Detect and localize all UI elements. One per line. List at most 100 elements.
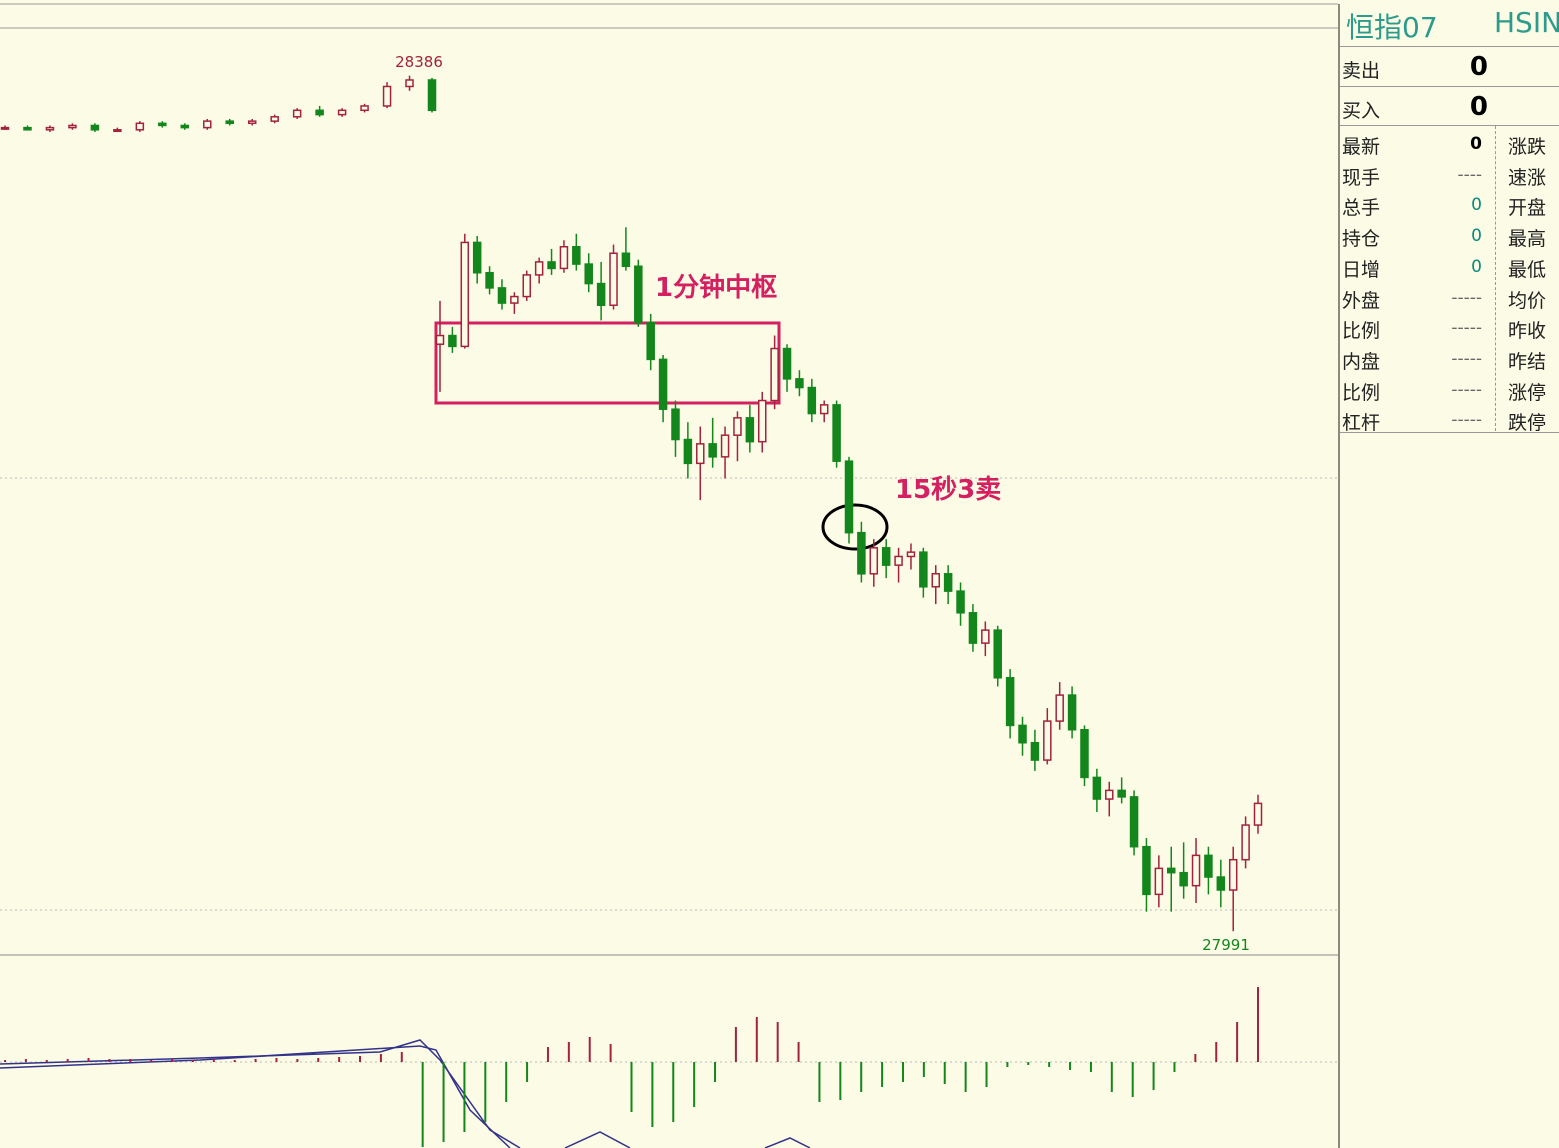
candle-body [1018,724,1027,744]
separator [1340,432,1559,433]
row-label: 比例 [1342,381,1381,404]
candle-body [510,295,519,304]
candle-body [782,347,792,380]
candle-body [733,417,742,436]
candle-body [203,120,212,129]
buy-label: 买入 [1342,100,1381,122]
row-label-right: 最低 [1508,258,1547,281]
low-label: 27991 [1202,936,1250,954]
candle-body [894,555,903,566]
candle-body [869,547,879,575]
candle-body [1005,677,1015,727]
row-value: ----- [1451,348,1482,369]
candle-body [435,334,445,345]
candle-body [844,460,854,534]
candle-body [819,404,829,415]
candle-body [931,573,941,588]
candle-body [596,282,606,306]
row-label-right: 速涨 [1508,166,1547,189]
candle-body [1055,694,1064,722]
row-value: 0 [1471,256,1482,277]
candle-body [943,573,953,592]
candle-body [497,287,507,304]
row-label: 现手 [1342,166,1381,189]
row-label: 日增 [1342,258,1381,281]
candle-body [225,120,234,125]
row-label-right: 涨跌 [1508,136,1547,158]
candle-body [68,124,77,129]
candle-body [857,531,866,575]
sell-circle [821,503,889,551]
row-value: ----- [1451,287,1482,308]
separator [1340,86,1559,87]
pivot-box [434,321,781,405]
row-label-right: 昨结 [1508,350,1547,373]
row-label: 最新 [1342,136,1381,158]
candle-body [485,271,494,289]
row-value: 0 [1470,134,1482,154]
candle-body [1216,876,1226,891]
candle-body [1204,854,1213,878]
candle-body [683,438,693,465]
candle-body [135,122,145,131]
sell-value: 0 [1469,52,1488,82]
candle-body [90,124,100,131]
candle-body [968,612,978,644]
candle-body [382,85,392,107]
candle-body [0,126,10,130]
row-label-right: 最高 [1508,228,1547,251]
quote-title: 恒指07 [1346,11,1438,44]
candle-body [180,124,190,129]
buy-value: 0 [1469,92,1488,122]
row-value: ----- [1451,410,1482,431]
candle-body [1241,824,1250,861]
candle-body [621,252,631,267]
candle-body [1030,741,1040,761]
candle-body [1117,789,1126,798]
row-label: 外盘 [1342,289,1381,312]
candle-body [1142,845,1151,896]
candle-body [770,347,779,402]
candle-body [720,434,730,458]
candle-body [1129,796,1139,848]
candle-body [337,109,347,116]
candle-body [405,79,414,88]
candle-body [360,105,369,112]
candle-body [522,274,532,298]
candle-body [956,590,965,614]
row-value: ----- [1451,318,1482,339]
candle-body [646,321,655,361]
candle-body [671,408,680,441]
candle-body [1105,789,1114,800]
candle-body [448,334,457,348]
candle-body [315,109,324,116]
column-divider [1495,126,1496,431]
candle-body [795,378,804,389]
candle-body [113,129,122,133]
candle-body [247,120,257,125]
candle-body [460,241,470,348]
row-value: ---- [1457,164,1482,185]
candle-body [832,404,841,462]
candle-body [584,263,593,285]
row-label: 杠杆 [1342,412,1381,435]
candle-body [23,126,32,131]
candle-body [1080,728,1089,779]
annotation: 1分钟中枢 [655,272,777,303]
candle-body [993,629,1002,679]
candle-body [745,417,755,443]
candle-body [572,246,581,265]
candle-body [292,109,302,118]
sell-label: 卖出 [1342,60,1381,82]
macd-line [564,1131,631,1148]
candle-body [270,116,279,122]
row-label-right: 开盘 [1508,197,1547,220]
row-value: 0 [1471,195,1482,216]
candle-body [981,629,990,644]
candle-body [919,551,928,588]
candle-body [1154,867,1164,896]
separator [1340,46,1559,47]
row-label: 比例 [1342,320,1381,343]
row-label: 内盘 [1342,350,1381,373]
high-label: 28386 [395,53,443,71]
